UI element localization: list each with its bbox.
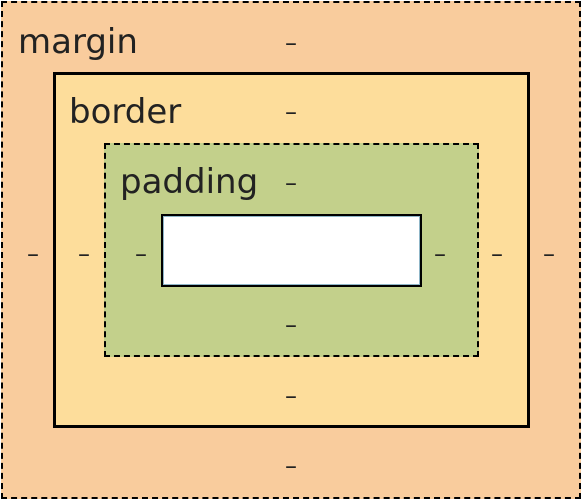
border-label: border: [69, 92, 182, 132]
border-top-value[interactable]: –: [285, 98, 297, 126]
padding-right-value[interactable]: –: [434, 240, 446, 268]
margin-left-value[interactable]: –: [27, 240, 39, 268]
border-left-value[interactable]: –: [78, 240, 90, 268]
margin-right-value[interactable]: –: [543, 240, 555, 268]
padding-bottom-value[interactable]: –: [285, 311, 297, 339]
border-right-value[interactable]: –: [491, 240, 503, 268]
padding-left-value[interactable]: –: [135, 240, 147, 268]
margin-top-value[interactable]: –: [285, 29, 297, 57]
content-box[interactable]: [161, 214, 422, 287]
padding-label: padding: [120, 162, 259, 202]
margin-label: margin: [18, 22, 138, 62]
margin-bottom-value[interactable]: –: [285, 452, 297, 480]
padding-top-value[interactable]: –: [285, 169, 297, 197]
border-bottom-value[interactable]: –: [285, 382, 297, 410]
